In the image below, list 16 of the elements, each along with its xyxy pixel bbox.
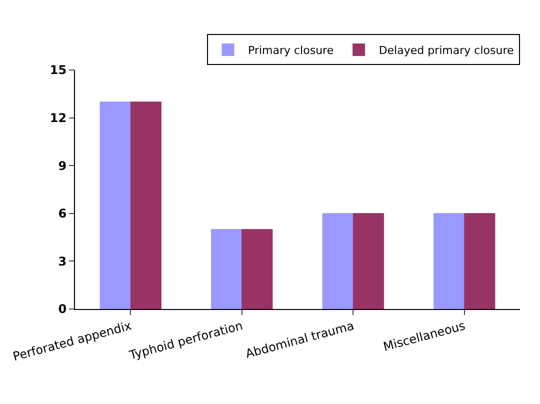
y-tick-label: 12 bbox=[50, 111, 67, 125]
y-tick-label: 9 bbox=[58, 158, 67, 173]
bar bbox=[352, 213, 384, 309]
bar bbox=[130, 102, 162, 309]
bar bbox=[211, 229, 242, 309]
y-tick-label: 3 bbox=[58, 254, 67, 268]
legend-label: Primary closure bbox=[248, 44, 334, 58]
bar bbox=[464, 213, 496, 309]
legend-label: Delayed primary closure bbox=[378, 44, 514, 58]
bar bbox=[242, 229, 273, 309]
bar bbox=[322, 213, 354, 309]
y-tick-label: 6 bbox=[58, 206, 67, 221]
bar bbox=[100, 102, 131, 309]
y-tick-label: 15 bbox=[50, 63, 67, 78]
bar bbox=[434, 213, 465, 309]
y-tick-label: 0 bbox=[58, 302, 67, 316]
